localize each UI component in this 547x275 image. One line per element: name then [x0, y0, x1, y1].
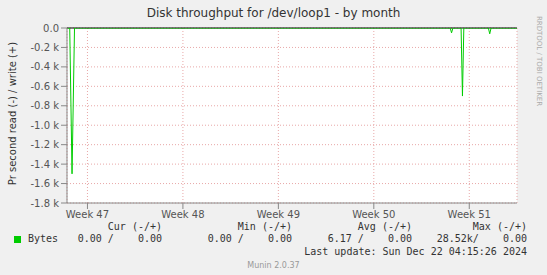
svg-text:-0.8 k: -0.8 k	[31, 100, 60, 111]
html-text:6.17 / 0.00: 6.17 / 0.00	[327, 233, 412, 244]
html-text:Avg (-/+): Avg (-/+)	[357, 221, 412, 232]
svg-text:Week 48: Week 48	[161, 209, 204, 220]
html-text:Disk throughput for /dev/loop1: Disk throughput for /dev/loop1 - by mont…	[146, 6, 401, 20]
svg-text:Week 47: Week 47	[66, 209, 109, 220]
svg-text:Week 50: Week 50	[352, 209, 395, 220]
svg-text:-1.8 k: -1.8 k	[31, 198, 60, 209]
svg-text:Week 51: Week 51	[448, 209, 491, 220]
html-text:Pr second read (-) / write (+): Pr second read (-) / write (+)	[6, 41, 18, 186]
svg-text:-1.2 k: -1.2 k	[31, 139, 60, 150]
html-text:28.52k/ 0.00: 28.52k/ 0.00	[436, 233, 527, 244]
html-text:Munin 2.0.37: Munin 2.0.37	[247, 261, 300, 270]
svg-text:-1.0 k: -1.0 k	[31, 120, 60, 131]
html-text:0.00 / 0.00: 0.00 / 0.00	[207, 233, 292, 244]
svg-text:-0.2 k: -0.2 k	[31, 42, 60, 53]
svg-text:-0.4 k: -0.4 k	[31, 61, 60, 72]
html-text:RRDTOOL / TOBI OETIKER: RRDTOOL / TOBI OETIKER	[535, 15, 543, 107]
svg-text:0.0: 0.0	[43, 23, 59, 34]
svg-text:Week 49: Week 49	[257, 209, 300, 220]
html-text:0.00 / 0.00: 0.00 / 0.00	[77, 233, 162, 244]
html-text:Bytes: Bytes	[28, 233, 59, 244]
svg-text:-1.6 k: -1.6 k	[31, 178, 60, 189]
html-text:Max (-/+): Max (-/+)	[472, 221, 527, 232]
html-text:Min (-/+): Min (-/+)	[237, 221, 292, 232]
svg-text:-0.6 k: -0.6 k	[31, 81, 60, 92]
svg-text:-1.4 k: -1.4 k	[31, 159, 60, 170]
html-text:Last update: Sun Dec 22 04:15:: Last update: Sun Dec 22 04:15:26 2024	[304, 246, 527, 257]
html-text:Cur (-/+): Cur (-/+)	[107, 221, 162, 232]
